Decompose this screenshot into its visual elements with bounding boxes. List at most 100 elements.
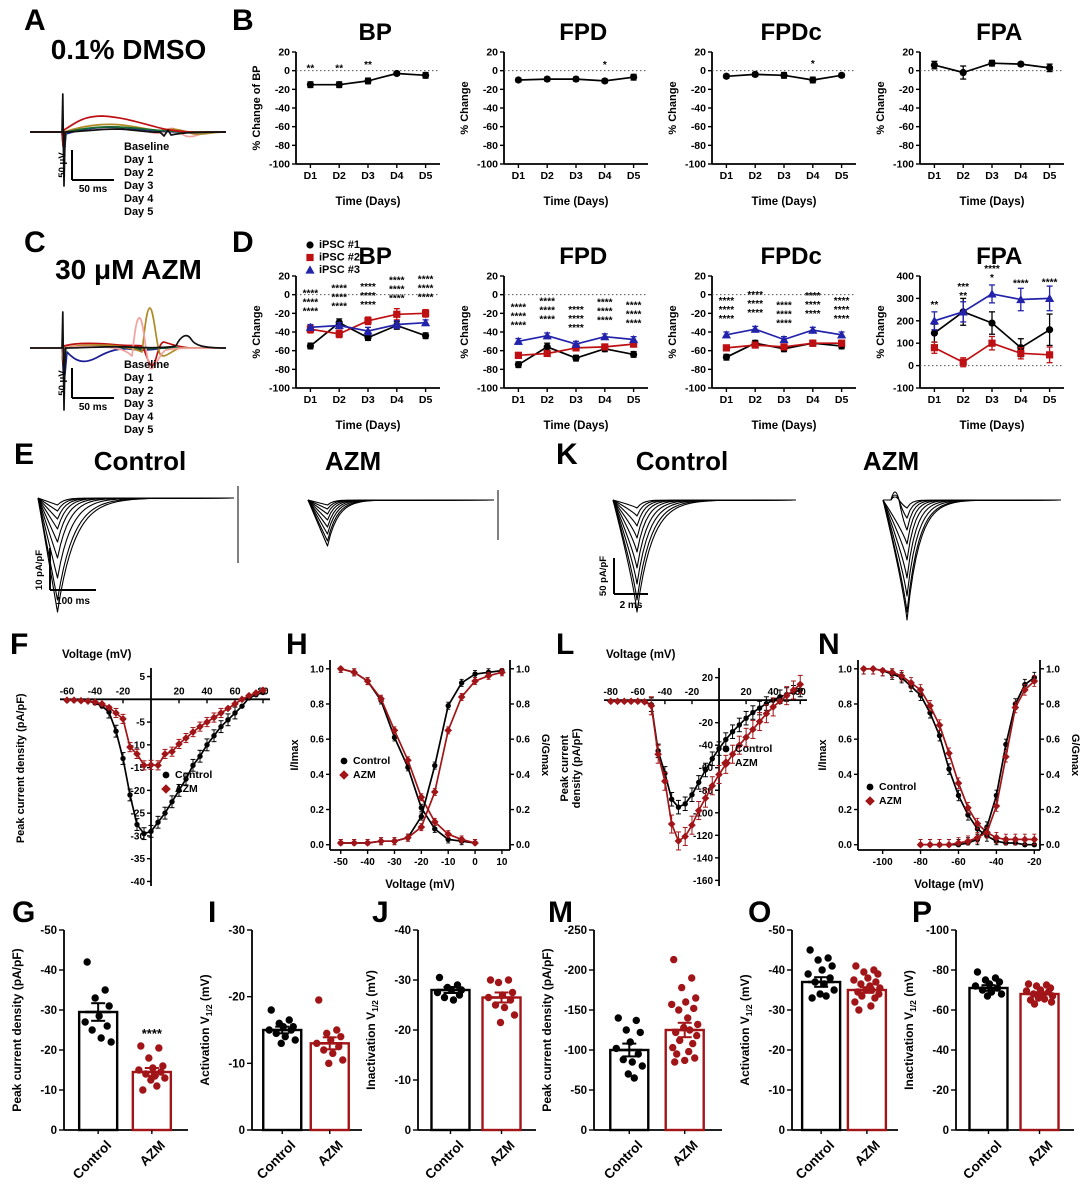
- svg-text:5: 5: [139, 672, 145, 683]
- svg-text:-80: -80: [604, 687, 619, 698]
- svg-text:iPSC #2: iPSC #2: [319, 252, 360, 264]
- svg-text:Time (Days): Time (Days): [336, 420, 401, 432]
- svg-text:****: ****: [389, 284, 405, 295]
- svg-text:****: ****: [331, 302, 347, 313]
- svg-text:D5: D5: [835, 394, 849, 406]
- svg-text:AZM: AZM: [137, 1138, 168, 1169]
- svg-text:Time (Days): Time (Days): [544, 420, 609, 432]
- svg-text:****: ****: [360, 282, 376, 293]
- svg-text:D5: D5: [835, 170, 849, 182]
- svg-text:****: ****: [834, 314, 850, 325]
- svg-text:50 ms: 50 ms: [79, 184, 108, 195]
- svg-text:****: ****: [303, 306, 319, 317]
- svg-text:-80: -80: [899, 140, 914, 152]
- svg-text:Time (Days): Time (Days): [336, 196, 401, 208]
- svg-text:-80: -80: [932, 965, 949, 977]
- svg-text:20: 20: [702, 673, 714, 684]
- svg-text:****: ****: [539, 315, 555, 326]
- svg-text:-80: -80: [483, 140, 498, 152]
- panel-e-control-title: Control: [93, 446, 187, 476]
- svg-text:50 μV: 50 μV: [57, 370, 68, 396]
- svg-text:0.2: 0.2: [310, 805, 324, 816]
- svg-text:0.4: 0.4: [838, 770, 852, 781]
- svg-text:D5: D5: [1043, 394, 1057, 406]
- svg-text:-80: -80: [275, 140, 290, 152]
- svg-text:-20: -20: [899, 84, 914, 96]
- chart-d2: FPD 20 0 -20 -40 -60 -80 -100 D1 D2 D3 D4 D5 Time (Da…: [459, 243, 648, 432]
- svg-text:0: 0: [581, 1125, 587, 1137]
- svg-text:AZM: AZM: [486, 1138, 517, 1169]
- svg-text:-40: -40: [483, 103, 498, 115]
- svg-text:-20: -20: [768, 1045, 785, 1057]
- svg-text:Day 4: Day 4: [124, 193, 154, 205]
- svg-text:1.0: 1.0: [1046, 664, 1060, 675]
- svg-text:0.6: 0.6: [838, 735, 852, 746]
- svg-text:****: ****: [418, 274, 434, 285]
- svg-text:D1: D1: [304, 394, 318, 406]
- svg-text:-40: -40: [275, 103, 290, 115]
- svg-text:-100: -100: [269, 383, 290, 395]
- svg-text:-60: -60: [951, 857, 966, 868]
- panel-c-title: 30 μM AZM: [55, 254, 202, 285]
- svg-text:0: 0: [908, 65, 914, 77]
- svg-text:Day 2: Day 2: [124, 167, 153, 179]
- svg-text:Time (Days): Time (Days): [752, 420, 817, 432]
- svg-text:****: ****: [331, 284, 347, 295]
- svg-text:-20: -20: [394, 1025, 411, 1037]
- svg-text:-80: -80: [691, 140, 706, 152]
- svg-text:Day 5: Day 5: [124, 206, 153, 218]
- svg-text:-40: -40: [394, 925, 411, 937]
- svg-text:Day 4: Day 4: [124, 411, 154, 423]
- panel-k-azm-title: AZM: [862, 446, 920, 476]
- svg-text:AZM: AZM: [879, 795, 902, 807]
- svg-text:****: ****: [984, 264, 1000, 275]
- svg-text:-100: -100: [477, 383, 498, 395]
- svg-text:****: ****: [331, 293, 347, 304]
- svg-text:*: *: [990, 273, 994, 284]
- svg-text:% Change: % Change: [667, 81, 679, 134]
- svg-text:D3: D3: [569, 394, 583, 406]
- svg-text:Control: Control: [175, 769, 212, 781]
- svg-text:Control: Control: [422, 1138, 467, 1183]
- svg-text:0: 0: [779, 1125, 785, 1137]
- svg-text:-30: -30: [387, 857, 402, 868]
- svg-text:G/Gmax: G/Gmax: [539, 734, 551, 777]
- chart-d4: FPA 400 300 200 100 0 -100 D1 D2 D3 D4 D5 Time (Days…: [875, 243, 1064, 432]
- svg-text:-20: -20: [414, 857, 429, 868]
- svg-text:-40: -40: [275, 327, 290, 339]
- svg-text:Voltage (mV): Voltage (mV): [914, 879, 984, 891]
- chart-d3: FPDc 20 0 -20 -40 -60 -80 -100 D1 D2 D3 D4 D5 Time (D…: [667, 243, 856, 432]
- svg-text:0.2: 0.2: [1046, 805, 1060, 816]
- svg-text:% Change: % Change: [459, 81, 471, 134]
- svg-text:1.0: 1.0: [516, 664, 530, 675]
- panel-label-a: A: [24, 4, 46, 37]
- svg-text:D2: D2: [332, 394, 346, 406]
- svg-text:****: ****: [539, 306, 555, 317]
- svg-text:****: ****: [539, 297, 555, 308]
- svg-text:Control: Control: [70, 1138, 115, 1183]
- svg-text:-20: -20: [699, 718, 714, 729]
- svg-text:% Change: % Change: [875, 305, 887, 358]
- svg-text:-160: -160: [693, 876, 713, 887]
- svg-text:-100: -100: [693, 808, 713, 819]
- svg-text:40: 40: [201, 686, 213, 697]
- svg-text:-10: -10: [768, 1085, 785, 1097]
- chart-m: -250 -200 -150 -100 -50 0 Peak current density…: [540, 925, 722, 1182]
- svg-text:Control: Control: [735, 743, 772, 755]
- svg-text:0: 0: [908, 360, 914, 372]
- svg-text:Baseline: Baseline: [124, 359, 169, 371]
- svg-text:20: 20: [278, 271, 290, 283]
- svg-text:0.4: 0.4: [310, 770, 324, 781]
- svg-text:Peak current density (pA/pF): Peak current density (pA/pF): [15, 693, 27, 843]
- svg-text:**: **: [307, 64, 315, 75]
- svg-text:D5: D5: [627, 170, 641, 182]
- svg-text:0.8: 0.8: [1046, 699, 1060, 710]
- panel-label-p: P: [912, 896, 933, 929]
- svg-text:-15: -15: [131, 763, 146, 774]
- svg-text:% Change: % Change: [459, 305, 471, 358]
- svg-text:-40: -40: [768, 965, 785, 977]
- svg-text:****: ****: [303, 288, 319, 299]
- svg-text:D4: D4: [598, 394, 612, 406]
